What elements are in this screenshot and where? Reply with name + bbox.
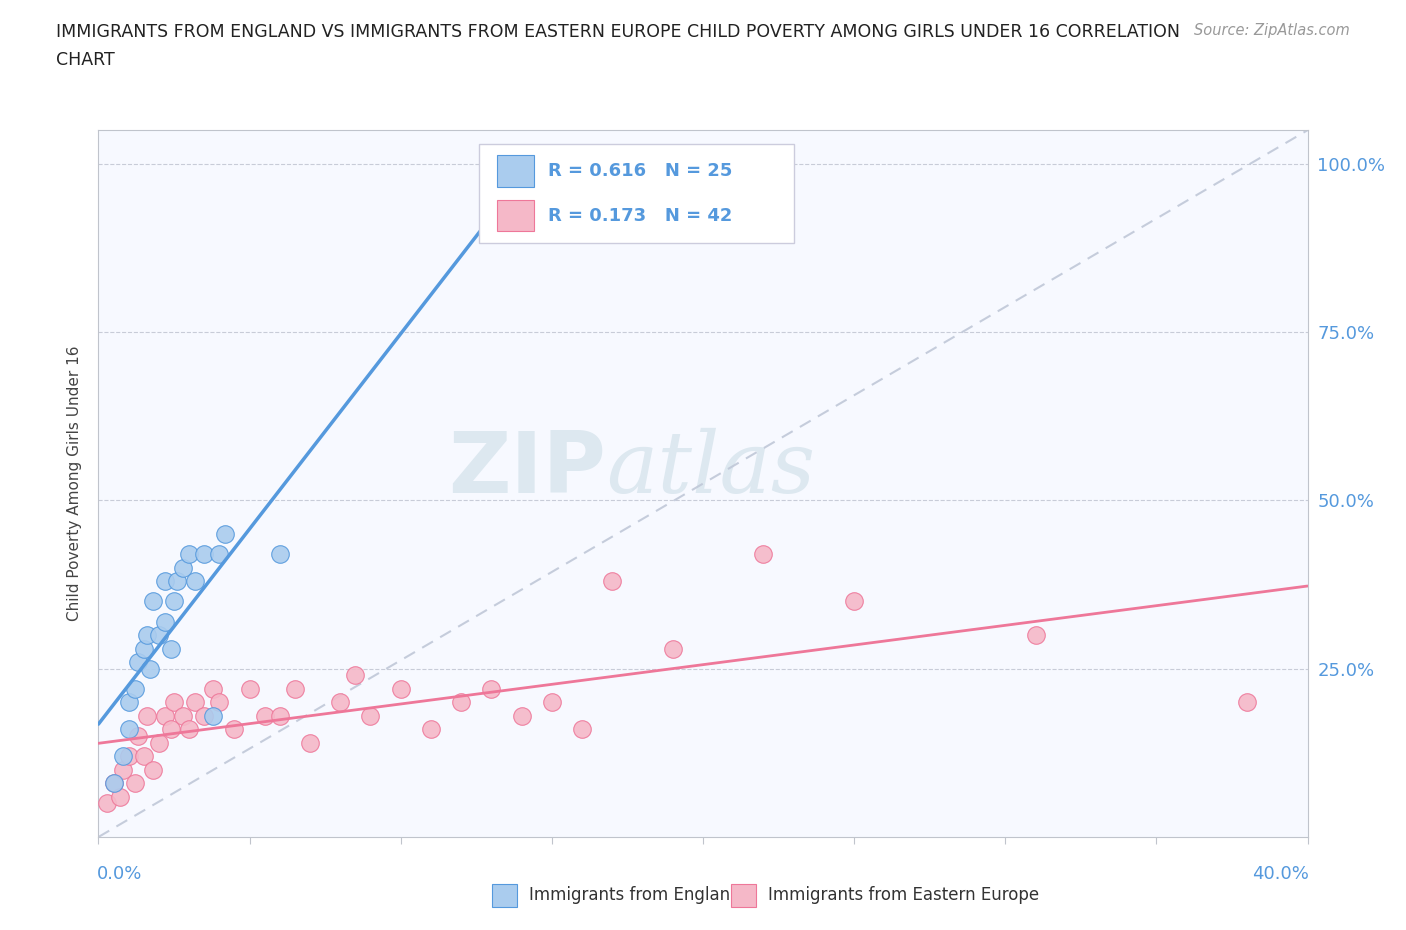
Point [135, 709, 157, 724]
Point [184, 574, 207, 589]
Point [96, 796, 118, 811]
Point [193, 709, 215, 724]
Point [208, 695, 231, 710]
Point [160, 641, 183, 656]
Point [450, 695, 472, 710]
Point [253, 709, 276, 724]
Point [118, 695, 141, 710]
Point [208, 547, 231, 562]
Point [163, 695, 186, 710]
Point [160, 722, 183, 737]
Point [142, 763, 165, 777]
Point [148, 736, 170, 751]
Point [193, 547, 215, 562]
Point [127, 728, 149, 743]
Point [540, 695, 562, 710]
Point [135, 628, 157, 643]
Point [153, 574, 176, 589]
Point [166, 574, 188, 589]
Text: Immigrants from Eastern Europe: Immigrants from Eastern Europe [768, 886, 1039, 904]
Point [202, 682, 225, 697]
Text: ZIP: ZIP [449, 428, 606, 511]
Point [510, 709, 533, 724]
Point [124, 682, 146, 697]
Text: atlas: atlas [606, 428, 815, 511]
Point [602, 574, 624, 589]
Point [571, 722, 593, 737]
Point [179, 722, 201, 737]
Point [389, 682, 412, 697]
FancyBboxPatch shape [479, 144, 793, 244]
Point [142, 594, 165, 609]
Text: 0.0%: 0.0% [97, 865, 142, 884]
Point [184, 695, 207, 710]
Point [172, 709, 194, 724]
Point [172, 560, 194, 575]
Point [224, 722, 246, 737]
Point [299, 736, 322, 751]
Point [752, 547, 775, 562]
Point [148, 628, 170, 643]
Point [118, 722, 141, 737]
Point [163, 594, 186, 609]
Point [269, 547, 291, 562]
Point [118, 749, 141, 764]
Text: R = 0.616   N = 25: R = 0.616 N = 25 [548, 162, 733, 180]
Point [360, 709, 382, 724]
Bar [498, 200, 534, 232]
Point [111, 763, 134, 777]
Point [284, 682, 307, 697]
Bar [498, 155, 534, 187]
Point [132, 641, 155, 656]
Point [269, 709, 291, 724]
Point [153, 614, 176, 629]
Text: Source: ZipAtlas.com: Source: ZipAtlas.com [1194, 23, 1350, 38]
Point [844, 594, 866, 609]
Point [103, 776, 125, 790]
Point [153, 709, 176, 724]
Point [139, 661, 162, 676]
Point [344, 668, 367, 683]
Text: 40.0%: 40.0% [1251, 865, 1309, 884]
Point [103, 776, 125, 790]
Text: IMMIGRANTS FROM ENGLAND VS IMMIGRANTS FROM EASTERN EUROPE CHILD POVERTY AMONG GI: IMMIGRANTS FROM ENGLAND VS IMMIGRANTS FR… [56, 23, 1180, 41]
Point [420, 722, 443, 737]
Point [1024, 628, 1046, 643]
Point [214, 526, 236, 541]
Point [239, 682, 262, 697]
Text: CHART: CHART [56, 51, 115, 69]
Point [481, 210, 503, 225]
Point [111, 749, 134, 764]
Y-axis label: Child Poverty Among Girls Under 16: Child Poverty Among Girls Under 16 [67, 346, 83, 621]
Text: R = 0.173   N = 42: R = 0.173 N = 42 [548, 206, 733, 224]
Point [329, 695, 352, 710]
Point [127, 655, 149, 670]
Point [179, 547, 201, 562]
Point [108, 790, 131, 804]
Point [481, 682, 503, 697]
Point [662, 641, 685, 656]
Point [124, 776, 146, 790]
Text: Immigrants from England: Immigrants from England [529, 886, 741, 904]
Point [202, 709, 225, 724]
Point [1236, 695, 1258, 710]
Point [132, 749, 155, 764]
